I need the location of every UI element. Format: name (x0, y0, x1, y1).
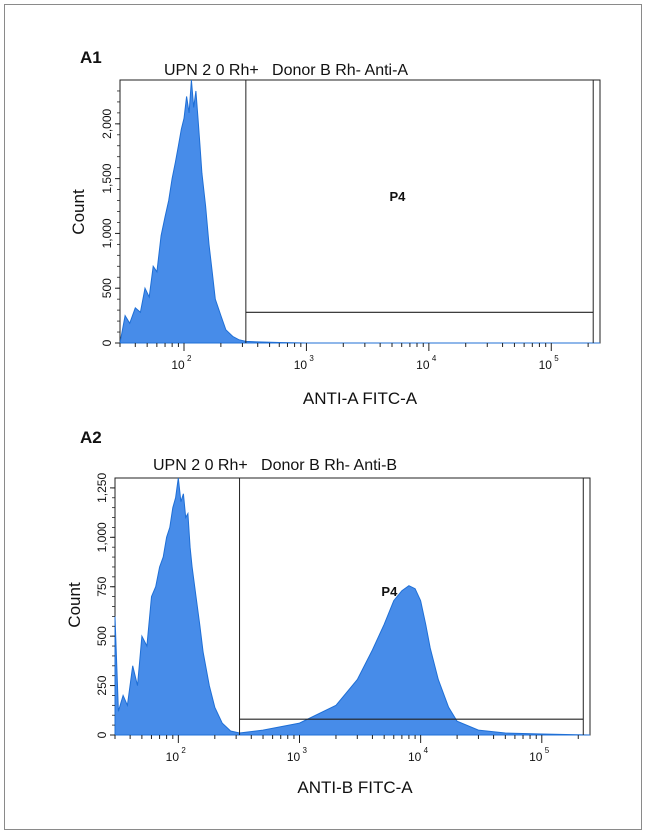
y-tick-label: 1,000 (95, 522, 109, 552)
x-tick-label: 10 (166, 750, 180, 764)
panel-a2-title: UPN 2 0 Rh+ Donor B Rh- Anti-B (153, 457, 397, 474)
x-tick-exponent: 5 (545, 746, 550, 755)
y-tick-label: 1,000 (100, 218, 114, 248)
x-tick-exponent: 4 (432, 354, 437, 363)
y-tick-label: 1,500 (100, 163, 114, 193)
y-tick-label: 2,000 (100, 108, 114, 138)
y-tick-label: 500 (100, 278, 114, 298)
x-tick-label: 10 (416, 358, 430, 372)
gate-label-p4: P4 (390, 189, 407, 204)
x-tick-exponent: 3 (302, 746, 307, 755)
x-tick-exponent: 5 (554, 354, 559, 363)
x-tick-exponent: 2 (181, 746, 186, 755)
x-tick-label: 10 (539, 358, 553, 372)
x-tick-label: 10 (171, 358, 185, 372)
panel-a2-x-axis-label: ANTI-B FITC-A (297, 778, 413, 797)
x-tick-exponent: 2 (187, 354, 192, 363)
y-tick-label: 0 (95, 731, 109, 738)
x-tick-label: 10 (294, 358, 308, 372)
panel-a2: A2 UPN 2 0 Rh+ Donor B Rh- Anti-B P40250… (65, 428, 591, 797)
y-tick-label: 1,250 (95, 473, 109, 503)
panel-a1: A1 UPN 2 0 Rh+ Donor B Rh- Anti-A P4 0 500… (69, 48, 601, 408)
y-tick-label: 750 (95, 576, 109, 596)
figure-frame (4, 4, 642, 830)
histogram-series-1 (119, 79, 600, 344)
panel-a2-y-axis-label: Count (65, 582, 84, 628)
panel-a1-x-axis-label: ANTI-A FITC-A (303, 389, 418, 408)
x-tick-exponent: 3 (309, 354, 314, 363)
y-tick-label: 500 (95, 626, 109, 646)
y-tick-label: 0 (100, 339, 114, 346)
x-tick-label: 10 (529, 750, 543, 764)
x-tick-label: 10 (408, 750, 422, 764)
panel-a1-title: UPN 2 0 Rh+ Donor B Rh- Anti-A (164, 62, 408, 79)
histogram-series-1 (114, 477, 591, 736)
x-tick-label: 10 (287, 750, 301, 764)
panel-a1-y-axis-label: Count (69, 189, 88, 235)
gate-label-p4: P4 (381, 584, 398, 599)
panel-a2-tag: A2 (80, 428, 102, 447)
y-tick-label: 250 (95, 675, 109, 695)
x-tick-exponent: 4 (424, 746, 429, 755)
panel-a1-tag: A1 (80, 48, 102, 67)
